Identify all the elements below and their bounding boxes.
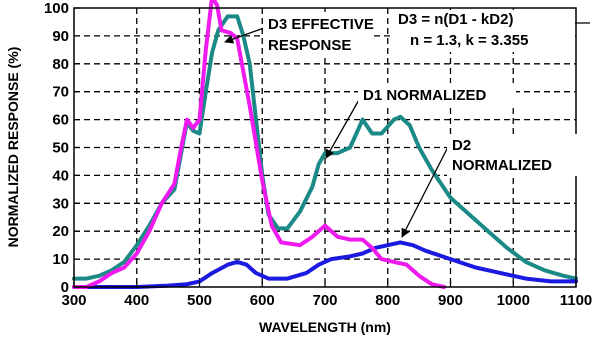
y-tick-label: 80 [52, 56, 69, 73]
d1-label-bg [358, 83, 516, 104]
y-tick-label: 70 [52, 84, 69, 101]
tick-marks [73, 7, 577, 288]
x-axis-label: WAVELENGTH (nm) [259, 319, 391, 335]
d1-arrow [325, 97, 361, 159]
x-tick-label: 900 [438, 292, 463, 309]
d3-label-bg [263, 12, 374, 54]
y-tick-label: 0 [61, 279, 69, 296]
y-tick-label: 20 [52, 223, 69, 240]
d3-annotation-line1: D3 EFFECTIVE [268, 16, 374, 33]
x-tick-label: 800 [375, 292, 400, 309]
d2-annotation-line1: D2 [452, 137, 471, 154]
y-tick-label: 100 [44, 0, 69, 17]
formula-line2: n = 1.3, k = 3.355 [410, 32, 528, 49]
annotation-arrows [224, 22, 590, 238]
x-tick-label: 1000 [497, 292, 530, 309]
y-tick-label: 60 [52, 112, 69, 129]
x-tick-label: 500 [187, 292, 212, 309]
d2-annotation-line2: NORMALIZED [452, 157, 552, 174]
d2-arrow [401, 142, 451, 238]
x-tick-label: 600 [250, 292, 275, 309]
x-tick-labels: 300 400 500 600 700 800 900 1000 1100 [61, 292, 592, 309]
y-tick-label: 50 [52, 140, 69, 157]
series-curves [72, 0, 578, 289]
d3-effective-response-curve [72, 0, 447, 289]
d1-annotation: D1 NORMALIZED [363, 87, 487, 104]
y-tick-label: 10 [52, 251, 69, 268]
y-tick-label: 90 [52, 28, 69, 45]
d1-normalized-curve [72, 14, 578, 281]
d2-normalized-curve [72, 240, 578, 289]
formula-bg [390, 10, 575, 52]
x-tick-label: 400 [124, 292, 149, 309]
grid-lines [74, 8, 576, 287]
formula-line1: D3 = n(D1 - kD2) [398, 11, 513, 28]
d3-annotation-line2: RESPONSE [268, 37, 351, 54]
x-tick-label: 300 [61, 292, 86, 309]
d3-arrow [224, 27, 265, 44]
x-tick-label: 700 [312, 292, 337, 309]
d2-label-bg [447, 134, 577, 176]
y-tick-label: 40 [52, 167, 69, 184]
y-tick-labels: 0 10 20 30 40 50 60 70 80 90 100 [44, 0, 69, 296]
y-axis-label: NORMALIZED RESPONSE (%) [5, 47, 21, 248]
x-tick-label: 1100 [560, 292, 593, 309]
y-tick-label: 30 [52, 195, 69, 212]
